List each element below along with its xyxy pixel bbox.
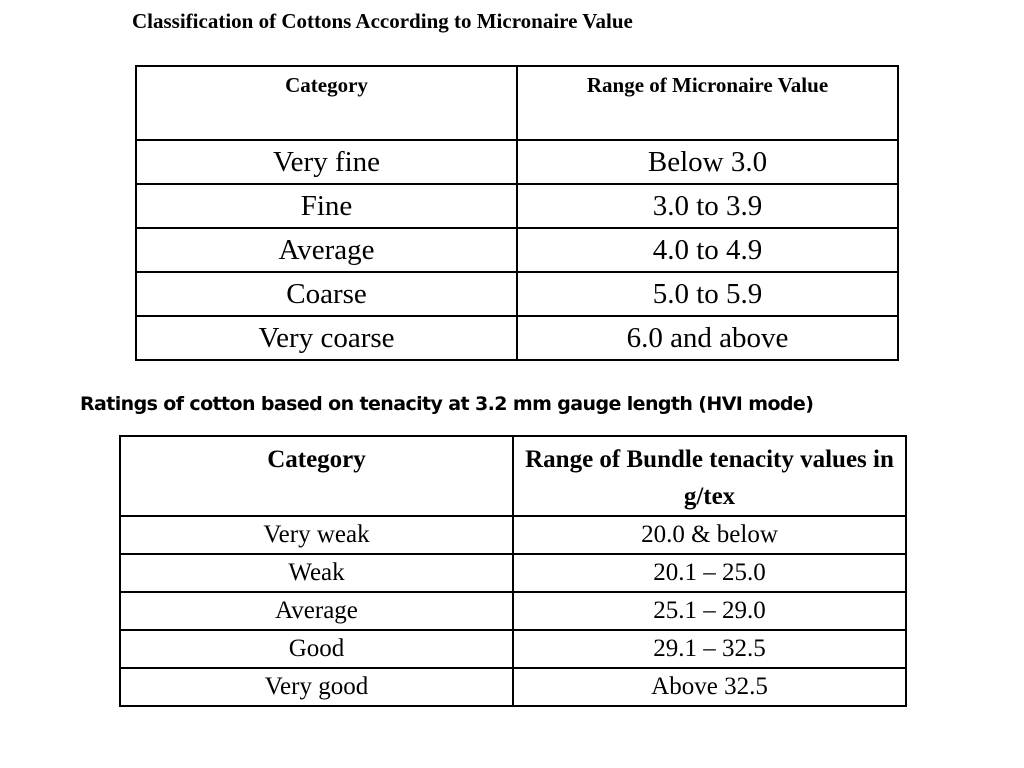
category-cell: Good bbox=[119, 629, 514, 669]
table-row: Average 4.0 to 4.9 bbox=[135, 227, 899, 273]
table-row: Fine 3.0 to 3.9 bbox=[135, 183, 899, 229]
range-cell: 4.0 to 4.9 bbox=[516, 227, 899, 273]
table-row: Very weak 20.0 & below bbox=[119, 515, 907, 555]
table-row: Very fine Below 3.0 bbox=[135, 139, 899, 185]
category-cell: Very weak bbox=[119, 515, 514, 555]
category-cell: Fine bbox=[135, 183, 518, 229]
range-cell: 3.0 to 3.9 bbox=[516, 183, 899, 229]
table-header-row: Category Range of Micronaire Value bbox=[135, 65, 899, 141]
range-cell: 20.1 – 25.0 bbox=[512, 553, 907, 593]
range-cell: Below 3.0 bbox=[516, 139, 899, 185]
category-cell: Very coarse bbox=[135, 315, 518, 361]
table-row: Very coarse 6.0 and above bbox=[135, 315, 899, 361]
table-row: Very good Above 32.5 bbox=[119, 667, 907, 707]
category-cell: Coarse bbox=[135, 271, 518, 317]
category-cell: Very good bbox=[119, 667, 514, 707]
tenacity-table: Category Range of Bundle tenacity values… bbox=[119, 435, 907, 707]
micronaire-table: Category Range of Micronaire Value Very … bbox=[135, 65, 899, 361]
range-cell: 25.1 – 29.0 bbox=[512, 591, 907, 631]
category-cell: Average bbox=[135, 227, 518, 273]
table-row: Good 29.1 – 32.5 bbox=[119, 629, 907, 669]
category-cell: Average bbox=[119, 591, 514, 631]
column-header-category: Category bbox=[135, 65, 518, 141]
range-cell: 29.1 – 32.5 bbox=[512, 629, 907, 669]
range-cell: Above 32.5 bbox=[512, 667, 907, 707]
range-cell: 20.0 & below bbox=[512, 515, 907, 555]
table-row: Average 25.1 – 29.0 bbox=[119, 591, 907, 631]
range-cell: 6.0 and above bbox=[516, 315, 899, 361]
column-header-tenacity-range: Range of Bundle tenacity values in g/tex bbox=[512, 435, 907, 517]
column-header-category: Category bbox=[119, 435, 514, 517]
range-cell: 5.0 to 5.9 bbox=[516, 271, 899, 317]
category-cell: Weak bbox=[119, 553, 514, 593]
micronaire-table-title: Classification of Cottons According to M… bbox=[132, 9, 633, 33]
table-row: Coarse 5.0 to 5.9 bbox=[135, 271, 899, 317]
table-header-row: Category Range of Bundle tenacity values… bbox=[119, 435, 907, 517]
tenacity-table-title: Ratings of cotton based on tenacity at 3… bbox=[80, 393, 814, 415]
table-row: Weak 20.1 – 25.0 bbox=[119, 553, 907, 593]
column-header-micronaire-range: Range of Micronaire Value bbox=[516, 65, 899, 141]
category-cell: Very fine bbox=[135, 139, 518, 185]
